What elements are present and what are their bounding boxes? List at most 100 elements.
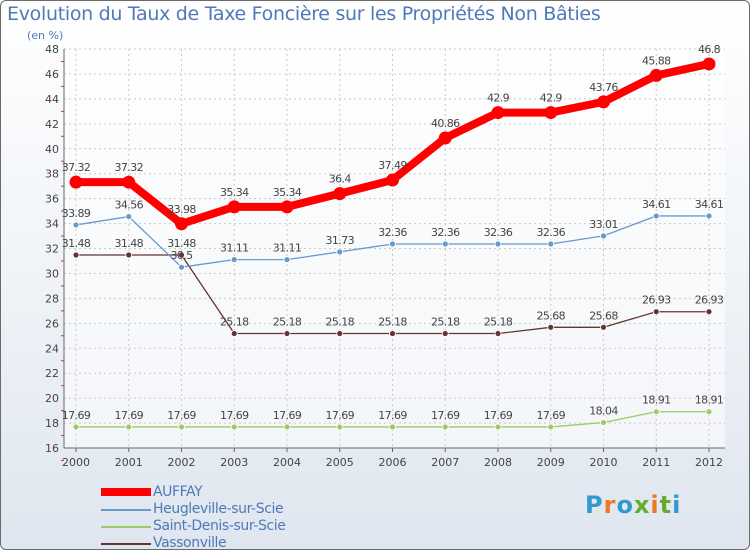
data-point xyxy=(122,175,136,189)
data-point xyxy=(547,423,555,431)
data-label: 34.61 xyxy=(642,198,671,211)
data-point xyxy=(702,57,716,71)
y-tick-label: 36 xyxy=(45,193,59,206)
y-tick-label: 34 xyxy=(45,218,59,231)
data-label: 25.68 xyxy=(537,309,566,322)
unit-label: (en %) xyxy=(27,29,64,42)
data-point xyxy=(441,423,449,431)
data-point xyxy=(438,131,452,145)
data-label: 37.49 xyxy=(378,159,407,172)
data-label: 33.01 xyxy=(589,218,618,231)
data-label: 45.88 xyxy=(642,54,671,67)
data-label: 36.4 xyxy=(329,173,352,186)
legend-label: AUFFAY xyxy=(153,484,203,500)
data-label: 34.56 xyxy=(115,199,144,212)
data-point xyxy=(336,248,344,256)
data-point xyxy=(333,187,347,201)
data-point xyxy=(230,330,238,337)
y-tick-label: 16 xyxy=(45,442,59,455)
legend-swatch xyxy=(101,526,151,528)
data-label: 37.32 xyxy=(62,161,91,174)
data-point xyxy=(652,308,660,316)
data-label: 25.68 xyxy=(589,309,618,322)
x-tick-label: 2008 xyxy=(484,456,512,469)
data-point xyxy=(649,68,663,82)
data-point xyxy=(600,232,607,240)
data-point xyxy=(389,423,396,431)
data-label: 17.69 xyxy=(378,409,407,422)
data-label: 18.91 xyxy=(695,394,724,407)
data-point xyxy=(336,423,344,431)
data-point xyxy=(597,95,610,109)
y-tick-label: 18 xyxy=(45,417,59,430)
y-tick-label: 38 xyxy=(45,168,59,181)
data-label: 17.69 xyxy=(273,409,302,422)
y-tick-label: 44 xyxy=(45,93,59,106)
data-label: 25.18 xyxy=(378,316,407,329)
data-point xyxy=(280,200,294,214)
data-point xyxy=(125,423,133,431)
data-label: 35.34 xyxy=(220,186,249,199)
legend-swatch xyxy=(101,543,151,545)
data-point xyxy=(72,423,80,431)
y-tick-label: 32 xyxy=(45,243,59,256)
data-label: 33.89 xyxy=(62,207,91,220)
data-point xyxy=(389,330,396,337)
data-label: 46.8 xyxy=(698,43,721,56)
data-label: 33.98 xyxy=(167,203,196,216)
data-point xyxy=(494,423,502,431)
y-tick-label: 28 xyxy=(45,292,59,305)
data-label: 26.93 xyxy=(642,294,671,307)
data-label: 31.73 xyxy=(326,234,355,247)
data-label: 43.76 xyxy=(589,81,618,94)
chart-title: Evolution du Taux de Taxe Foncière sur l… xyxy=(7,3,601,25)
data-point xyxy=(705,408,713,416)
data-point xyxy=(441,330,449,337)
line-chart: 16 18 20 22 24 26 28 30 32 34 36 38 40 42 44 46 48 2000 20… xyxy=(45,43,725,469)
data-point xyxy=(230,423,238,431)
data-label: 30.5 xyxy=(170,249,193,262)
y-tick-label: 22 xyxy=(45,367,59,380)
data-label: 17.69 xyxy=(115,409,144,422)
data-label: 25.18 xyxy=(326,316,355,329)
data-label: 31.11 xyxy=(220,242,249,255)
data-label: 37.32 xyxy=(115,161,144,174)
data-point xyxy=(336,330,344,337)
data-point xyxy=(72,221,80,229)
data-point xyxy=(547,323,555,331)
data-point xyxy=(72,251,80,259)
data-label: 31.11 xyxy=(273,242,302,255)
data-label: 42.9 xyxy=(487,92,510,105)
y-tick-label: 24 xyxy=(45,342,59,355)
data-label: 31.48 xyxy=(62,237,91,250)
data-point xyxy=(547,240,555,248)
data-point xyxy=(600,419,607,426)
data-label: 32.36 xyxy=(378,226,407,239)
data-point xyxy=(705,308,713,316)
data-label: 31.48 xyxy=(167,237,196,250)
data-point xyxy=(652,408,660,416)
data-label: 17.69 xyxy=(220,409,249,422)
data-point xyxy=(283,423,291,431)
data-point xyxy=(125,251,133,259)
data-point xyxy=(227,200,241,214)
data-label: 17.69 xyxy=(167,409,196,422)
data-label: 35.34 xyxy=(273,186,302,199)
legend-swatch xyxy=(101,509,151,511)
data-point xyxy=(441,240,449,248)
x-tick-label: 2010 xyxy=(590,456,618,469)
data-label: 25.18 xyxy=(220,316,249,329)
y-tick-label: 40 xyxy=(45,143,59,156)
y-tick-label: 48 xyxy=(45,43,59,56)
x-tick-label: 2006 xyxy=(379,456,407,469)
data-point xyxy=(600,323,607,331)
data-label: 18.91 xyxy=(642,394,671,407)
data-point xyxy=(178,263,185,271)
data-point xyxy=(230,256,238,263)
data-label: 32.36 xyxy=(431,226,460,239)
data-label: 25.18 xyxy=(273,316,302,329)
data-point xyxy=(491,106,505,120)
data-label: 17.69 xyxy=(537,409,566,422)
x-tick-label: 2001 xyxy=(115,456,143,469)
